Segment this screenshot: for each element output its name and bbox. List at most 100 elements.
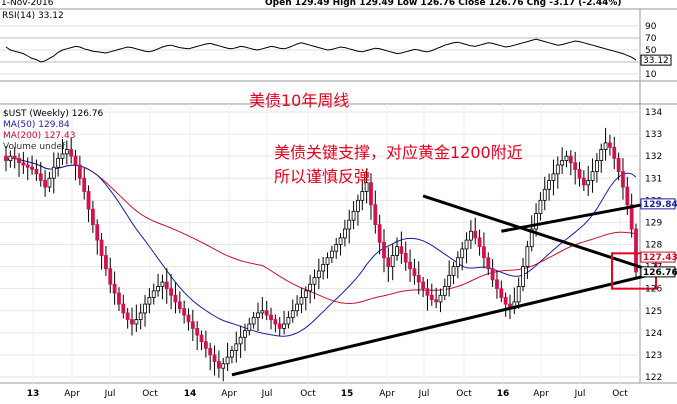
grid [0, 8, 677, 384]
candle-body [621, 171, 625, 188]
candle-body [625, 186, 630, 206]
annotation-note-line2: 所以谨慎反弹 [274, 167, 371, 186]
x-tick-label: 16 [497, 389, 510, 399]
candle-body [225, 356, 230, 365]
candle-body [30, 166, 34, 170]
candle-body [464, 239, 469, 250]
candle-body [112, 283, 117, 294]
candle-body [634, 228, 638, 273]
candle-body [73, 155, 78, 166]
x-tick-label: Jul [104, 389, 116, 399]
trendline [231, 269, 667, 377]
last-price-tag: 126.76 [643, 268, 677, 278]
candle-body [156, 286, 160, 292]
candle-body [182, 308, 187, 316]
candle-body [321, 263, 326, 272]
trendline [422, 194, 667, 277]
candle-body [629, 204, 634, 230]
candle-body [282, 323, 286, 329]
candle-body [347, 219, 352, 230]
candle-body [382, 241, 386, 259]
candle-body [177, 301, 182, 309]
rsi-last-value: 33.12 [643, 56, 669, 66]
candle-body [290, 310, 295, 318]
candle-body [43, 180, 48, 188]
x-tick-label: 15 [341, 389, 354, 399]
top-bar: 1-Nov-2016 Open 129.49 High 129.49 Low 1… [0, 0, 677, 9]
candle-body [473, 230, 478, 239]
candle-body [573, 162, 578, 170]
candle-body [538, 199, 543, 214]
x-tick-label: Oct [142, 389, 158, 399]
candle-body [555, 164, 560, 175]
candle-body [342, 228, 347, 239]
rsi-tick-label: 50 [645, 46, 657, 56]
candle-body [143, 303, 147, 314]
candle-body [399, 246, 404, 254]
candle-body [8, 155, 13, 161]
ma200-tag-box [640, 251, 676, 263]
x-tick-label: Jul [261, 389, 273, 399]
candle-body [447, 275, 452, 287]
candle-body [95, 224, 100, 241]
candle-body [581, 177, 586, 186]
price-tick-label: 131 [645, 174, 662, 184]
candle-body [403, 252, 408, 263]
candle-body [577, 169, 582, 179]
rsi-label: RSI(14) 33.12 [2, 11, 64, 21]
legend-ma200: MA(200) 127.43 [3, 131, 76, 141]
rsi-line [5, 38, 637, 63]
candle-body [529, 228, 534, 248]
candle-body [312, 277, 317, 285]
price-layer [4, 127, 638, 382]
candle-body [138, 312, 143, 320]
candle-body [356, 199, 360, 212]
candle-body [264, 310, 269, 316]
candle-body [460, 248, 465, 259]
price-tick-label: 123 [645, 351, 662, 361]
candle-body [490, 268, 495, 281]
candle-body [56, 157, 61, 168]
candle-body [477, 237, 482, 248]
price-tick-label: 133 [645, 130, 662, 140]
candle-body [230, 350, 234, 358]
price-tick-label: 134 [645, 108, 662, 118]
candle-body [69, 149, 74, 157]
candle-body [547, 180, 552, 190]
candle-body [151, 290, 156, 298]
candle-body [286, 316, 291, 325]
axes-layer: 907050301033.121341331321311301291281271… [27, 22, 677, 399]
candle-body [130, 319, 134, 325]
candle-body [425, 288, 430, 296]
candle-body [364, 182, 369, 192]
price-tick-label: 132 [645, 152, 662, 162]
candle-body [34, 169, 39, 175]
candle-body [521, 266, 525, 287]
candle-body [243, 330, 247, 338]
ma50-tag: 129.84 [643, 200, 677, 210]
candle-body [482, 246, 486, 259]
candle-body [247, 323, 252, 332]
candle-body [51, 166, 56, 179]
candle-body [612, 146, 617, 159]
x-tick-label: Oct [300, 389, 316, 399]
candle-body [82, 177, 87, 192]
candle-body [277, 323, 282, 329]
candle-body [169, 288, 174, 296]
ma200-line [5, 157, 637, 305]
candle-body [395, 246, 399, 256]
candle-body [216, 361, 221, 369]
candle-body [208, 347, 213, 356]
candle-body [190, 321, 195, 329]
x-tick-label: Apr [533, 389, 549, 399]
candle-body [90, 208, 95, 226]
candle-body [534, 213, 538, 230]
candle-body [173, 294, 178, 303]
rsi-last-box [640, 54, 672, 66]
candle-body [338, 237, 343, 245]
candle-body [360, 191, 365, 201]
candle-body [108, 268, 113, 285]
annotation-title: 美债10年周线 [249, 91, 350, 110]
candle-body [455, 257, 460, 267]
x-tick-label: Oct [456, 389, 472, 399]
